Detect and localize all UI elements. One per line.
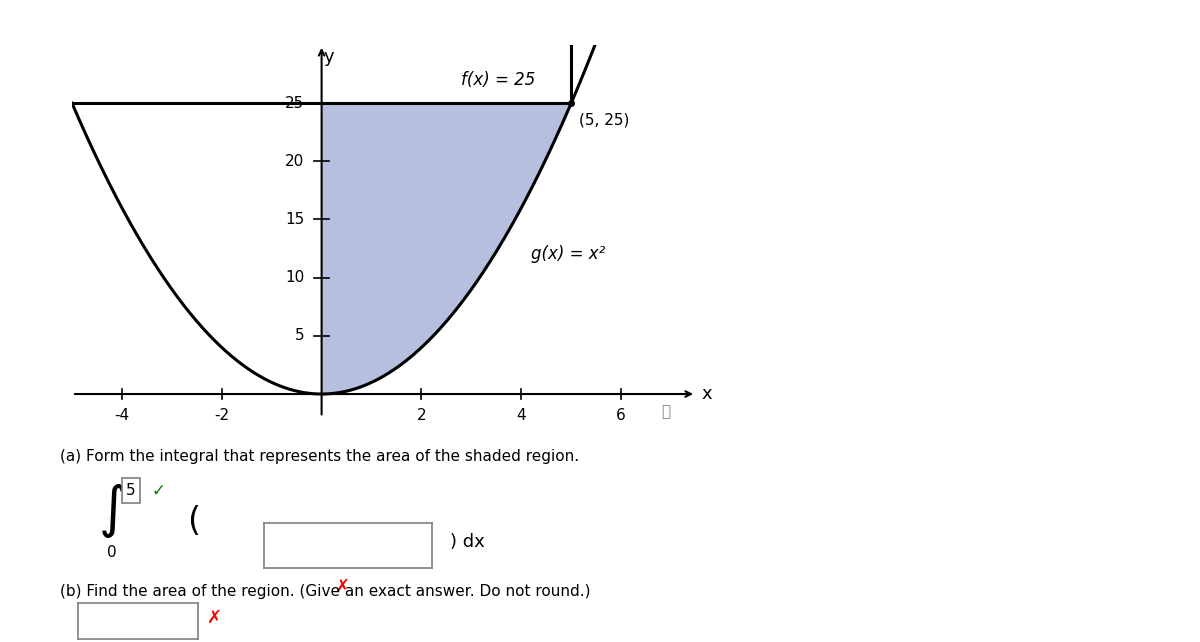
Text: 0: 0 [107, 544, 118, 560]
Text: 5: 5 [294, 328, 304, 343]
Text: f(x) = 25: f(x) = 25 [461, 71, 535, 89]
Text: (: ( [187, 505, 199, 538]
Text: ✗: ✗ [206, 609, 222, 627]
Text: 10: 10 [284, 270, 304, 285]
Text: g(x) = x²: g(x) = x² [532, 245, 606, 263]
Text: ✗: ✗ [335, 578, 349, 596]
Text: 25: 25 [284, 96, 304, 110]
Text: 4: 4 [516, 408, 526, 423]
Text: 15: 15 [284, 212, 304, 227]
Text: 20: 20 [284, 154, 304, 169]
Text: $\int$: $\int$ [98, 482, 126, 540]
Text: ✓: ✓ [151, 482, 166, 499]
Text: x: x [701, 385, 712, 403]
Text: ) dx: ) dx [450, 534, 485, 551]
Text: 6: 6 [617, 408, 626, 423]
Text: ⓘ: ⓘ [661, 404, 671, 419]
Text: 5: 5 [126, 483, 136, 498]
Text: -2: -2 [214, 408, 229, 423]
Text: (b) Find the area of the region. (Give an exact answer. Do not round.): (b) Find the area of the region. (Give a… [60, 584, 590, 599]
Text: -4: -4 [114, 408, 130, 423]
Text: (a) Form the integral that represents the area of the shaded region.: (a) Form the integral that represents th… [60, 449, 580, 464]
Text: 2: 2 [416, 408, 426, 423]
Text: y: y [324, 48, 335, 66]
Text: (5, 25): (5, 25) [578, 112, 629, 127]
